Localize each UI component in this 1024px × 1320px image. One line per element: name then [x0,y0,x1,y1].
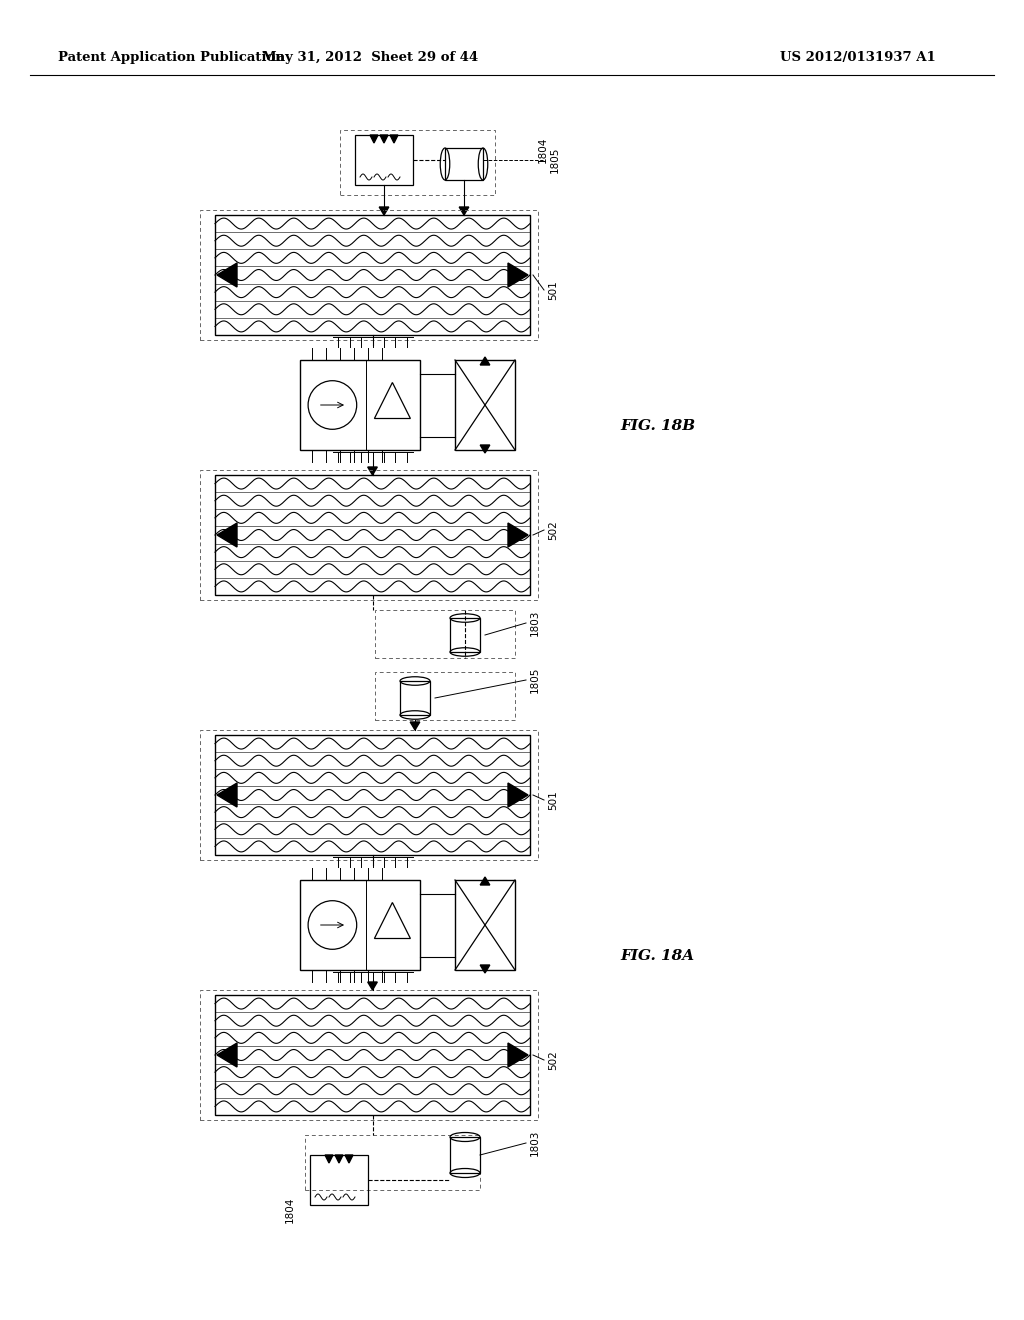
Polygon shape [379,207,389,215]
Polygon shape [459,207,469,215]
Bar [215,735,530,855]
Text: US 2012/0131937 A1: US 2012/0131937 A1 [780,51,936,65]
Bar [215,215,530,335]
Text: 1805: 1805 [550,147,560,173]
Bar [200,210,538,341]
Bar [305,1135,480,1191]
Polygon shape [217,783,237,807]
Text: 1804: 1804 [538,137,548,164]
Bar [200,990,538,1119]
Polygon shape [325,1155,333,1163]
Bar [215,995,530,1115]
Bar [355,135,413,185]
Text: 1803: 1803 [530,610,540,636]
Polygon shape [380,135,388,143]
Polygon shape [370,135,378,143]
Polygon shape [217,263,237,286]
Polygon shape [508,523,528,546]
Polygon shape [480,965,489,973]
Text: 1803: 1803 [530,1130,540,1156]
Bar [300,880,420,970]
Bar [445,148,483,180]
Text: 501: 501 [548,791,558,810]
Polygon shape [368,982,377,990]
Bar [215,475,530,595]
Bar [400,681,430,715]
Bar [375,672,515,719]
Polygon shape [480,356,489,366]
Polygon shape [411,722,420,730]
Bar [375,610,515,657]
Text: Patent Application Publication: Patent Application Publication [58,51,285,65]
Polygon shape [217,1043,237,1067]
Polygon shape [508,1043,528,1067]
Text: 502: 502 [548,1051,558,1071]
Polygon shape [480,876,489,884]
Bar [450,1137,480,1173]
Text: May 31, 2012  Sheet 29 of 44: May 31, 2012 Sheet 29 of 44 [262,51,478,65]
Text: 1805: 1805 [530,667,540,693]
Polygon shape [217,523,237,546]
Bar [200,730,538,861]
Polygon shape [508,783,528,807]
Text: FIG. 18B: FIG. 18B [620,418,695,433]
Text: FIG. 18A: FIG. 18A [620,949,694,964]
Bar [340,129,495,195]
Bar [455,880,515,970]
Text: 501: 501 [548,280,558,300]
Text: 502: 502 [548,520,558,540]
Bar [455,360,515,450]
Polygon shape [345,1155,353,1163]
Polygon shape [368,467,377,475]
Text: 1804: 1804 [285,1197,295,1224]
Polygon shape [390,135,398,143]
Polygon shape [480,445,489,453]
Bar [450,618,480,652]
Polygon shape [508,263,528,286]
Bar [200,470,538,601]
Bar [300,360,420,450]
Bar [310,1155,368,1205]
Polygon shape [335,1155,343,1163]
